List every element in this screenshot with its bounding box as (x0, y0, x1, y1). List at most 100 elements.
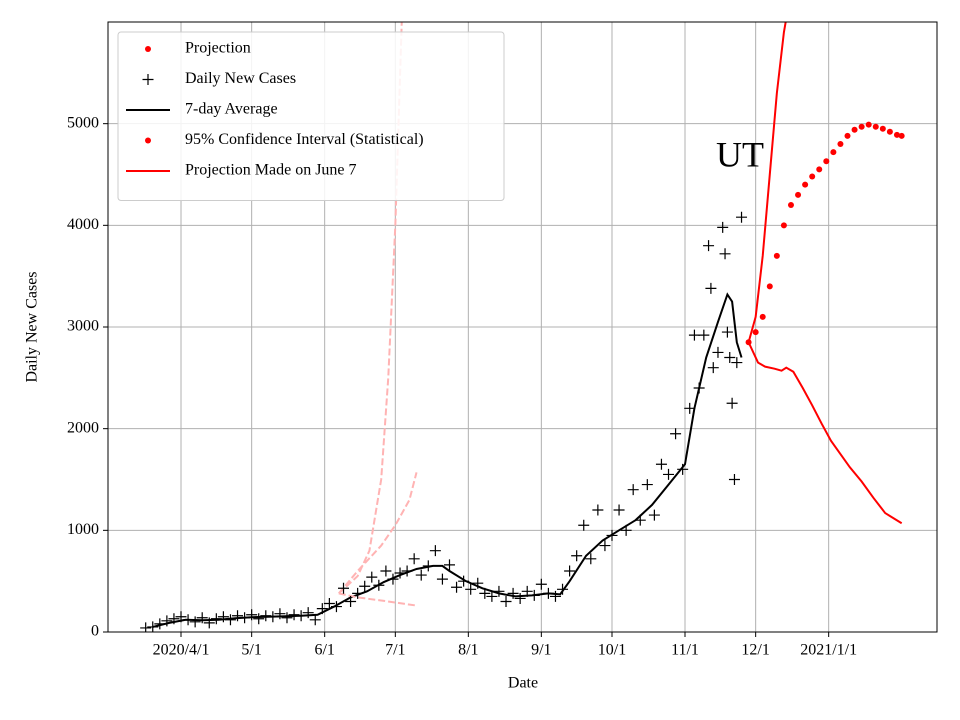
data-point (267, 611, 279, 623)
data-point (731, 357, 743, 369)
legend-label: Projection (185, 40, 251, 57)
data-point (557, 583, 569, 595)
data-line (338, 22, 418, 607)
data-point (585, 553, 597, 565)
data-point (380, 565, 392, 577)
data-point (759, 313, 766, 320)
data-point (802, 181, 809, 188)
data-point (210, 613, 222, 625)
x-tick-label: 10/1 (598, 642, 626, 659)
data-point (224, 614, 236, 626)
data-point (330, 601, 342, 613)
data-point (663, 468, 675, 480)
legend-label: Daily New Cases (185, 70, 296, 87)
data-point (886, 128, 893, 135)
data-point (338, 582, 350, 594)
data-point (175, 611, 187, 623)
legend-box (117, 31, 505, 201)
data-point (535, 578, 547, 590)
data-point (724, 352, 736, 363)
data-point (879, 125, 886, 132)
data-point (703, 240, 715, 252)
plot-area (140, 22, 905, 632)
data-point (493, 585, 505, 597)
data-point (528, 589, 540, 601)
data-point (717, 221, 729, 233)
x-tick-label: 9/1 (531, 642, 551, 659)
data-point (684, 402, 696, 414)
data-point (253, 613, 265, 625)
x-tick-label: 7/1 (385, 642, 405, 659)
data-point (387, 573, 399, 585)
data-point (898, 132, 905, 139)
data-point (693, 382, 705, 394)
data-point (415, 569, 427, 581)
data-point (366, 571, 378, 583)
data-point (816, 166, 823, 173)
data-point (719, 248, 731, 260)
data-point (858, 123, 865, 130)
legend-label: 95% Confidence Interval (Statistical) (185, 131, 424, 148)
data-point (217, 611, 229, 623)
legend-marker (142, 74, 154, 85)
legend-label: Projection Made on June 7 (185, 162, 357, 179)
data-point (705, 282, 717, 294)
data-point (872, 123, 879, 130)
data-point (345, 596, 357, 607)
data-point (648, 509, 660, 521)
data-point (844, 132, 851, 139)
data-point (260, 610, 272, 622)
data-point (507, 587, 519, 599)
data-point (773, 252, 780, 259)
data-point (288, 609, 300, 621)
legend: Projection Daily New Cases 7-day Average 95… (117, 31, 505, 201)
data-point (670, 428, 682, 440)
data-point (721, 326, 733, 338)
data-point (239, 612, 251, 624)
data-point (728, 474, 740, 485)
data-point (394, 567, 406, 579)
data-point (352, 587, 364, 599)
y-tick-label: 4000 (67, 216, 99, 233)
data-point (472, 577, 484, 589)
data-point (514, 592, 526, 604)
data-point (309, 614, 321, 626)
data-point (246, 609, 258, 621)
data-point (479, 587, 491, 599)
data-point (787, 202, 794, 208)
data-point (865, 121, 872, 128)
data-point (168, 613, 180, 625)
data-point (613, 504, 625, 516)
data-point (606, 529, 618, 541)
data-point (161, 615, 173, 627)
ticks: 2020/4/1 5/1 6/1 7/1 8/1 9/1 10/1 11/1 12/1 2021/… (67, 114, 857, 658)
data-point (592, 504, 604, 516)
data-point (837, 141, 844, 147)
x-tick-label: 8/1 (458, 642, 478, 659)
x-tick-label: 2021/1/1 (800, 642, 857, 659)
data-point (578, 519, 590, 531)
data-point (422, 560, 434, 572)
data-point (599, 540, 611, 552)
data-point (677, 463, 689, 475)
data-point (620, 524, 632, 536)
data-point (302, 607, 314, 619)
data-point (147, 621, 159, 632)
y-tick-label: 3000 (67, 318, 99, 335)
data-point (429, 545, 441, 557)
y-axis-label: Daily New Cases (24, 271, 41, 382)
data-point (655, 458, 667, 470)
data-point (745, 339, 752, 346)
data-point (232, 610, 244, 622)
data-point (189, 616, 201, 628)
data-point (281, 612, 293, 624)
data-point (809, 173, 816, 180)
data-line (747, 22, 903, 525)
data-point (408, 553, 420, 565)
data-point (154, 618, 166, 630)
data-point (295, 610, 307, 622)
annotation: UT (716, 134, 764, 174)
data-point (203, 617, 215, 629)
data-point (688, 329, 700, 341)
